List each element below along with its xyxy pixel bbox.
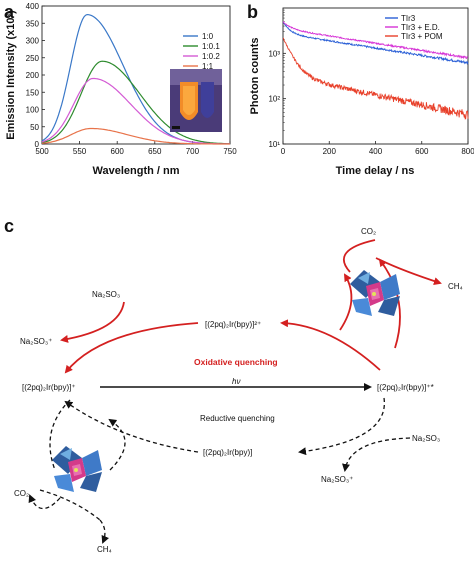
y-tick-label: 10² [268,95,280,104]
legend: 1:01:0.11:0.21:1 [183,32,220,71]
legend-entry: 1:0.2 [202,52,220,61]
y-tick-label: 100 [26,106,40,115]
y-tick-label: 10³ [268,49,280,58]
series-line [41,60,230,145]
ch4-bottom-label: CH₄ [97,545,112,554]
x-tick-label: 800 [461,147,474,156]
y-tick-label: 300 [26,37,40,46]
reductive-quenching-label: Reductive quenching [200,414,275,423]
series-lines [282,21,469,120]
panel-c-label: c [4,216,14,236]
vial-photo-inset [170,69,222,132]
x-tick-label: 600 [415,147,429,156]
ch4-top-label: CH₄ [448,282,463,291]
na2so3-ox-bottom-label: Na₂SO₃⁺ [321,475,353,484]
na2so3-bottom-label: Na₂SO₃ [412,434,440,443]
co2-bottom-label: CO₂ [14,489,29,498]
legend-entry: 1:0 [202,32,214,41]
oxidative-cycle-arrows [60,239,442,374]
y-axis-title: Emission Intensity (x10³) [5,10,17,140]
series-line [41,127,230,145]
ir-reduced-label: [(2pq)₂Ir(bpy)] [203,448,252,457]
panel-b-label: b [247,2,258,22]
x-tick-label: 0 [281,147,286,156]
na2so3-top-label: Na₂SO₃ [92,290,120,299]
y-tick-label: 50 [30,123,39,132]
y-tick-label: 150 [26,88,40,97]
y-tick-label: 10¹ [268,140,280,149]
x-tick-label: 200 [323,147,337,156]
y-axis-title: Photon counts [249,38,261,115]
ir-ground-label: [(2pq)₂Ir(bpy)]⁺ [22,383,76,392]
x-axis-title: Wavelength / nm [93,165,180,177]
x-axis-title: Time delay / ns [336,165,415,177]
y-axis-ticks: 0 50 100 150 200 250 300 350 400 [26,2,45,149]
na2so3-ox-top-label: Na₂SO₃⁺ [20,337,52,346]
legend-entry: TIr3 + E.D. [401,23,440,32]
panel-a-label: a [4,2,15,22]
x-tick-label: 400 [369,147,383,156]
series-line [282,21,469,60]
legend-entry: 1:1 [202,62,214,71]
y-tick-label: 0 [35,140,40,149]
y-axis-ticks: 10¹ 10² 10³ [268,9,286,149]
ir-excited-label: [(2pq)₂Ir(bpy)]⁺* [377,383,434,392]
y-tick-label: 200 [26,71,40,80]
x-tick-label: 650 [148,147,162,156]
oxidative-quenching-label: Oxidative quenching [194,357,278,367]
x-tick-label: 750 [223,147,237,156]
y-tick-label: 400 [26,2,40,11]
pom-cluster-icon [350,270,400,316]
co2-top-label: CO₂ [361,227,376,236]
x-tick-label: 550 [73,147,87,156]
series-line [41,77,230,145]
reductive-cycle-arrows [28,397,411,544]
emission-chart: 500 550 600 650 700 750 0 50 100 150 200 250 300 350… [5,2,237,177]
legend-entry: 1:0.1 [202,42,220,51]
x-tick-label: 500 [35,147,49,156]
series-line [282,21,469,65]
ir-oxidized-label: [(2pq)₂Ir(bpy)]²⁺ [205,320,261,329]
x-axis-ticks: 0 200 400 600 800 [281,141,474,156]
series-lines [41,13,230,145]
legend-entry: TIr3 + POM [401,32,443,41]
x-tick-label: 700 [186,147,200,156]
legend-entry: TIr3 [401,14,416,23]
photocatalytic-scheme: Na₂SO₃ Na₂SO₃⁺ [(2pq)₂Ir(bpy)]²⁺ Oxidati… [14,227,463,554]
pom-cluster-icon [52,446,102,492]
y-tick-label: 350 [26,19,40,28]
hv-label: hν [232,377,240,386]
x-tick-label: 600 [111,147,125,156]
series-line [282,37,469,120]
y-tick-label: 250 [26,54,40,63]
